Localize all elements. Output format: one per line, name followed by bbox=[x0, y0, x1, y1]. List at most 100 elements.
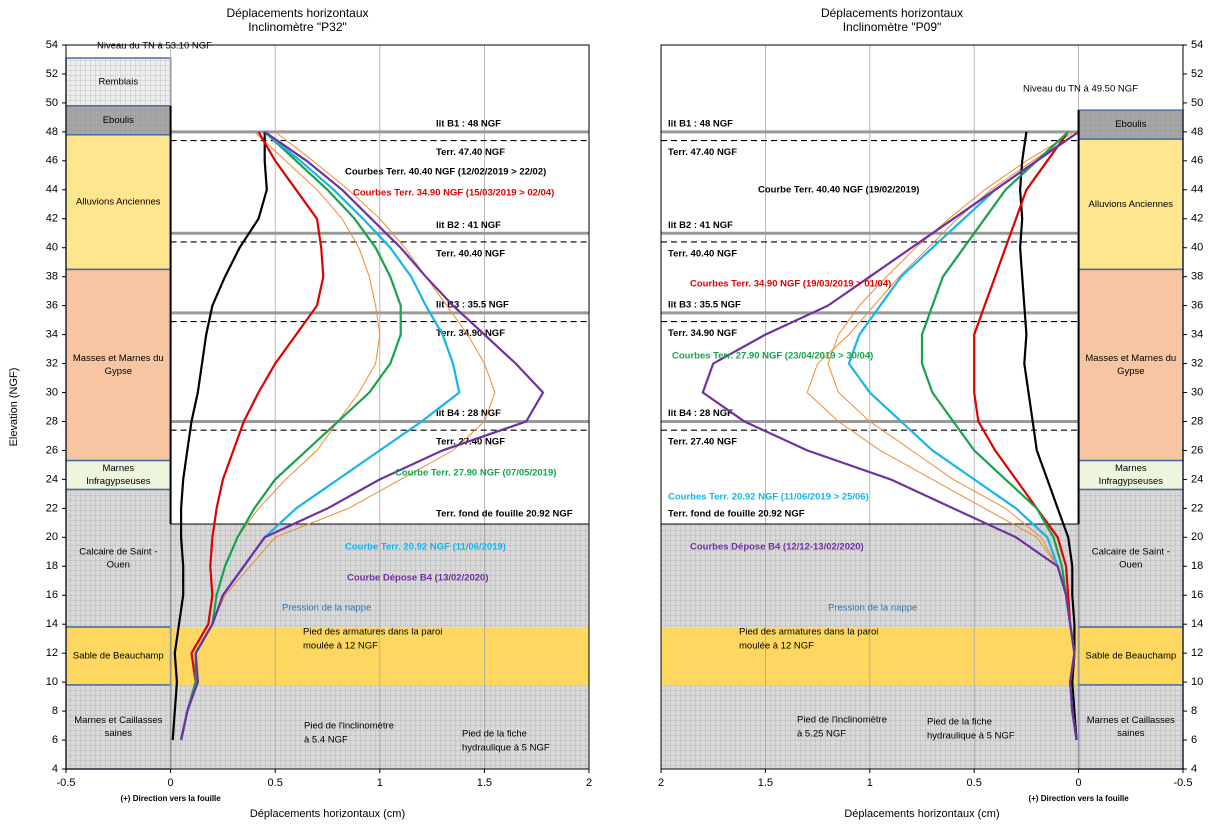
x-tick-label: -0.5 bbox=[57, 777, 76, 789]
y-tick-label: 20 bbox=[46, 531, 58, 543]
annotation: Courbe Terr. 27.90 NGF (07/05/2019) bbox=[395, 468, 556, 479]
level-label: lit B2 : 41 NGF bbox=[668, 220, 733, 231]
level-label: Terr. 40.40 NGF bbox=[436, 248, 505, 259]
y-tick-label: 40 bbox=[1191, 242, 1203, 254]
direction-note: (+) Direction vers la fouille bbox=[120, 794, 221, 803]
soil-label: Eboulis bbox=[103, 115, 134, 126]
soil-layer bbox=[1077, 268, 1184, 462]
chart-subtitle: Inclinomètre "P32" bbox=[248, 20, 347, 34]
y-tick-label: 28 bbox=[46, 415, 58, 427]
annotation: à 5.25 NGF bbox=[797, 729, 846, 740]
y-tick-label: 36 bbox=[1191, 300, 1203, 312]
soil-label: Sable de Beauchamp bbox=[1085, 651, 1176, 662]
annotation: Courbe Terr. 40.40 NGF (19/02/2019) bbox=[758, 185, 919, 196]
soil-label: Alluvions Anciennes bbox=[76, 197, 161, 208]
plot-frame bbox=[65, 44, 590, 770]
annotation: Courbes Terr. 34.90 NGF (19/03/2019 > 01… bbox=[690, 279, 891, 290]
y-tick-label: 44 bbox=[46, 184, 58, 196]
y-tick-label: 50 bbox=[46, 97, 58, 109]
y-tick-label: 40 bbox=[46, 242, 58, 254]
curve bbox=[180, 131, 325, 741]
soil-label: Marnes et Caillasses bbox=[74, 715, 162, 726]
level-label: lit B4 : 28 NGF bbox=[436, 408, 501, 419]
direction-note: (+) Direction vers la fouille bbox=[1028, 794, 1129, 803]
y-tick-label: 26 bbox=[1191, 444, 1203, 456]
y-tick-label: 6 bbox=[52, 734, 58, 746]
y-tick-label: 46 bbox=[1191, 155, 1203, 167]
annotation: à 5.4 NGF bbox=[304, 735, 348, 746]
y-tick-label: 8 bbox=[1191, 705, 1197, 717]
soil-label: Marnes et Caillasses bbox=[1087, 715, 1175, 726]
annotation: Courbe Dépose B4 (13/02/2020) bbox=[347, 573, 489, 584]
annotation: Courbes Terr. 27.90 NGF (23/04/2019 > 30… bbox=[672, 351, 873, 362]
y-tick-label: 36 bbox=[46, 300, 58, 312]
soil-hatch bbox=[66, 685, 171, 769]
curve bbox=[180, 130, 545, 741]
x-tick-label: 0.5 bbox=[268, 777, 283, 789]
annotation: Courbes Terr. 20.92 NGF (11/06/2019 > 25… bbox=[668, 492, 869, 503]
y-tick-label: 48 bbox=[46, 126, 58, 138]
soil-label: Masses et Marnes du bbox=[73, 353, 164, 364]
annotation: Pression de la nappe bbox=[828, 603, 917, 614]
annotation: Courbes Terr. 40.40 NGF (12/02/2019 > 22… bbox=[345, 167, 546, 178]
y-tick-label: 22 bbox=[46, 502, 58, 514]
y-axis-label: Elevation (NGF) bbox=[8, 368, 20, 447]
soil-hatch bbox=[1078, 489, 1183, 628]
x-tick-label: 2 bbox=[658, 777, 664, 789]
x-tick-label: 0 bbox=[1076, 777, 1082, 789]
y-tick-label: 42 bbox=[1191, 213, 1203, 225]
chart-subtitle: Inclinomètre "P09" bbox=[843, 20, 942, 34]
soil-label: saines bbox=[1117, 728, 1145, 739]
annotation: hydraulique à 5 NGF bbox=[462, 743, 550, 754]
y-tick-label: 20 bbox=[1191, 531, 1203, 543]
level-label: lit B3 : 35.5 NGF bbox=[436, 299, 509, 310]
soil-label: Alluvions Anciennes bbox=[1089, 199, 1174, 210]
y-tick-label: 34 bbox=[1191, 329, 1203, 341]
y-tick-label: 54 bbox=[1191, 39, 1203, 51]
y-tick-label: 4 bbox=[52, 763, 58, 775]
y-tick-label: 46 bbox=[46, 155, 58, 167]
level-label: Terr. 34.90 NGF bbox=[436, 328, 505, 339]
y-tick-label: 4 bbox=[1191, 763, 1197, 775]
soil-hatch bbox=[66, 58, 171, 106]
chart-title: Déplacements horizontaux bbox=[226, 6, 368, 20]
annotation: Pied de la fiche bbox=[462, 729, 527, 740]
annotation: Niveau du TN à 49.50 NGF bbox=[1023, 84, 1138, 95]
curve bbox=[1018, 131, 1078, 741]
annotation: Pied de l'inclinomètre bbox=[304, 721, 394, 732]
y-tick-label: 16 bbox=[1191, 589, 1203, 601]
level-label: Terr. 40.40 NGF bbox=[668, 248, 737, 259]
y-tick-label: 30 bbox=[46, 386, 58, 398]
soil-label: Gypse bbox=[1117, 366, 1144, 377]
x-axis-label: Déplacements horizontaux (cm) bbox=[844, 808, 999, 820]
soil-label: Marnes bbox=[1115, 463, 1147, 474]
y-tick-label: 22 bbox=[1191, 502, 1203, 514]
y-tick-label: 50 bbox=[1191, 97, 1203, 109]
soil-label: Calcaire de Saint - bbox=[1092, 546, 1170, 557]
soil-layer bbox=[65, 134, 172, 271]
level-label: lit B1 : 48 NGF bbox=[668, 118, 733, 129]
annotation: hydraulique à 5 NGF bbox=[927, 731, 1015, 742]
soil-label: Gypse bbox=[105, 366, 132, 377]
y-tick-label: 14 bbox=[1191, 618, 1203, 630]
level-label: Terr. fond de fouille 20.92 NGF bbox=[668, 509, 805, 520]
level-label: Terr. 47.40 NGF bbox=[436, 147, 505, 158]
y-tick-label: 44 bbox=[1191, 184, 1203, 196]
y-tick-label: 52 bbox=[46, 68, 58, 80]
x-tick-label: -0.5 bbox=[1174, 777, 1193, 789]
y-tick-label: 24 bbox=[1191, 473, 1203, 485]
x-tick-label: 1 bbox=[377, 777, 383, 789]
chart-title: Déplacements horizontaux bbox=[821, 6, 963, 20]
y-tick-label: 26 bbox=[46, 444, 58, 456]
y-tick-label: 18 bbox=[1191, 560, 1203, 572]
y-tick-label: 12 bbox=[46, 647, 58, 659]
x-tick-label: 1.5 bbox=[758, 777, 773, 789]
y-tick-label: 14 bbox=[46, 618, 58, 630]
y-tick-label: 10 bbox=[1191, 676, 1203, 688]
soil-label: Eboulis bbox=[1115, 119, 1146, 130]
y-tick-label: 38 bbox=[1191, 271, 1203, 283]
x-tick-label: 1.5 bbox=[477, 777, 492, 789]
annotation: Courbes Terr. 34.90 NGF (15/03/2019 > 02… bbox=[353, 188, 554, 199]
y-tick-label: 6 bbox=[1191, 734, 1197, 746]
